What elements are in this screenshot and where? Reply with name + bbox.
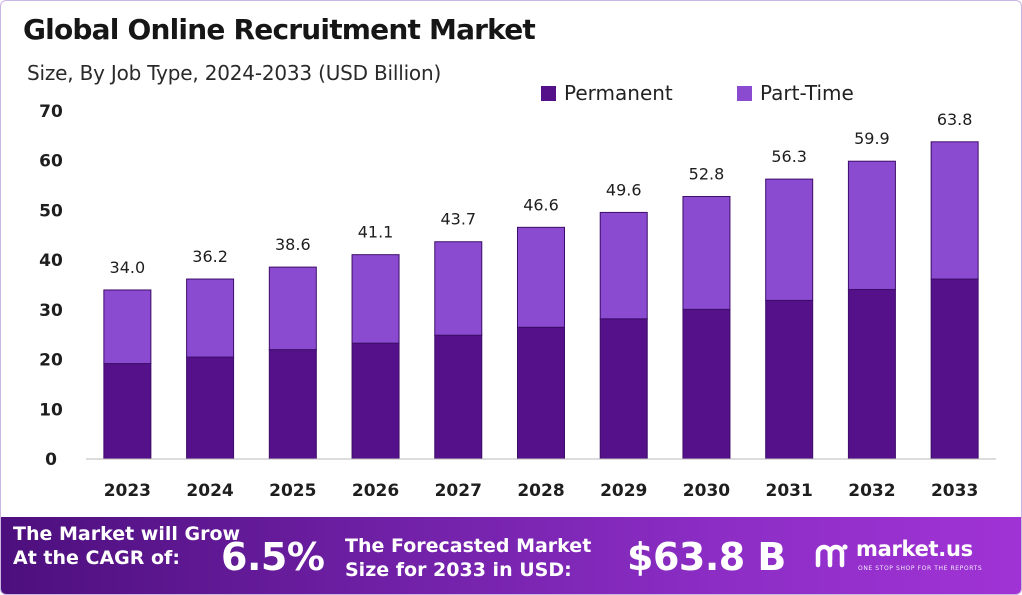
bar-permanent	[930, 278, 979, 460]
bar-total-label: 52.8	[689, 165, 725, 184]
cagr-value: 6.5%	[221, 535, 325, 579]
bar-total-label: 34.0	[110, 258, 146, 277]
bar-total-label: 49.6	[606, 180, 642, 199]
legend-item-part-time: Part-Time	[737, 81, 854, 105]
bar-total-label: 43.7	[440, 210, 476, 229]
y-tick-label: 40	[39, 251, 63, 271]
market-us-logo-icon	[815, 544, 848, 568]
x-tick-label: 2029	[600, 481, 647, 501]
y-tick-label: 10	[39, 400, 63, 420]
legend-label-part-time: Part-Time	[760, 81, 854, 105]
bar-part-time	[434, 241, 483, 336]
bar-part-time	[517, 226, 565, 328]
chart-subtitle: Size, By Job Type, 2024-2033 (USD Billio…	[27, 61, 442, 85]
x-tick-label: 2033	[931, 481, 978, 501]
logo-name: market.us	[856, 537, 973, 561]
bar-part-time	[351, 254, 400, 344]
bar-total-label: 56.3	[771, 147, 807, 166]
legend-item-permanent: Permanent	[541, 81, 673, 105]
bar-permanent	[599, 318, 648, 460]
bar-total-label: 38.6	[275, 235, 311, 254]
forecast-value: $63.8 B	[627, 535, 786, 579]
y-tick-label: 70	[39, 102, 63, 122]
bar-permanent	[103, 363, 152, 460]
x-tick-label: 2031	[766, 481, 813, 501]
bar-permanent	[186, 356, 235, 460]
legend-swatch-part-time	[737, 85, 752, 101]
x-tick-label: 2023	[104, 481, 151, 501]
bar-part-time	[599, 211, 648, 320]
bar-total-label: 41.1	[358, 223, 394, 242]
x-tick-label: 2026	[352, 481, 399, 501]
y-tick-label: 60	[39, 152, 63, 172]
bar-permanent	[434, 334, 483, 460]
bar-permanent	[351, 342, 400, 460]
x-tick-label: 2025	[269, 481, 316, 501]
cagr-caption: The Market will Grow At the CAGR of:	[13, 522, 240, 570]
stacked-bar-chart: 01020304050607034.0202336.2202438.620254…	[39, 102, 996, 501]
x-tick-label: 2032	[848, 481, 895, 501]
x-tick-label: 2027	[435, 481, 482, 501]
cagr-caption-line2: At the CAGR of:	[13, 547, 180, 569]
y-tick-label: 50	[39, 201, 63, 221]
bar-permanent	[682, 308, 731, 460]
bar-part-time	[765, 178, 814, 301]
bar-part-time	[682, 196, 731, 310]
y-tick-label: 0	[45, 450, 57, 470]
bar-permanent	[765, 299, 814, 460]
summary-banner: The Market will Grow At the CAGR of: 6.5…	[1, 517, 1021, 594]
bar-part-time	[930, 141, 979, 280]
legend-swatch-permanent	[541, 85, 556, 101]
legend-label-permanent: Permanent	[564, 81, 673, 105]
x-tick-label: 2030	[683, 481, 730, 501]
bar-part-time	[268, 266, 317, 351]
chart-title: Global Online Recruitment Market	[23, 13, 536, 46]
bar-total-label: 36.2	[192, 247, 228, 266]
logo-tagline: ONE STOP SHOP FOR THE REPORTS	[858, 565, 983, 572]
bar-part-time	[847, 160, 896, 290]
y-tick-label: 30	[39, 301, 63, 321]
y-tick-label: 20	[39, 351, 63, 371]
bar-permanent	[268, 349, 317, 460]
bar-part-time	[103, 289, 152, 365]
forecast-caption-line1: The Forecasted Market	[345, 535, 592, 557]
x-tick-label: 2028	[517, 481, 564, 501]
forecast-caption: The Forecasted Market Size for 2033 in U…	[345, 534, 591, 582]
bar-permanent	[517, 326, 565, 460]
cagr-caption-line1: The Market will Grow	[13, 523, 241, 545]
bar-total-label: 46.6	[523, 195, 559, 214]
forecast-caption-line2: Size for 2033 in USD:	[345, 559, 572, 581]
x-tick-label: 2024	[186, 481, 233, 501]
bar-total-label: 59.9	[854, 129, 890, 148]
bar-total-label: 63.8	[937, 110, 973, 129]
bar-part-time	[186, 278, 235, 358]
bar-permanent	[847, 288, 896, 460]
